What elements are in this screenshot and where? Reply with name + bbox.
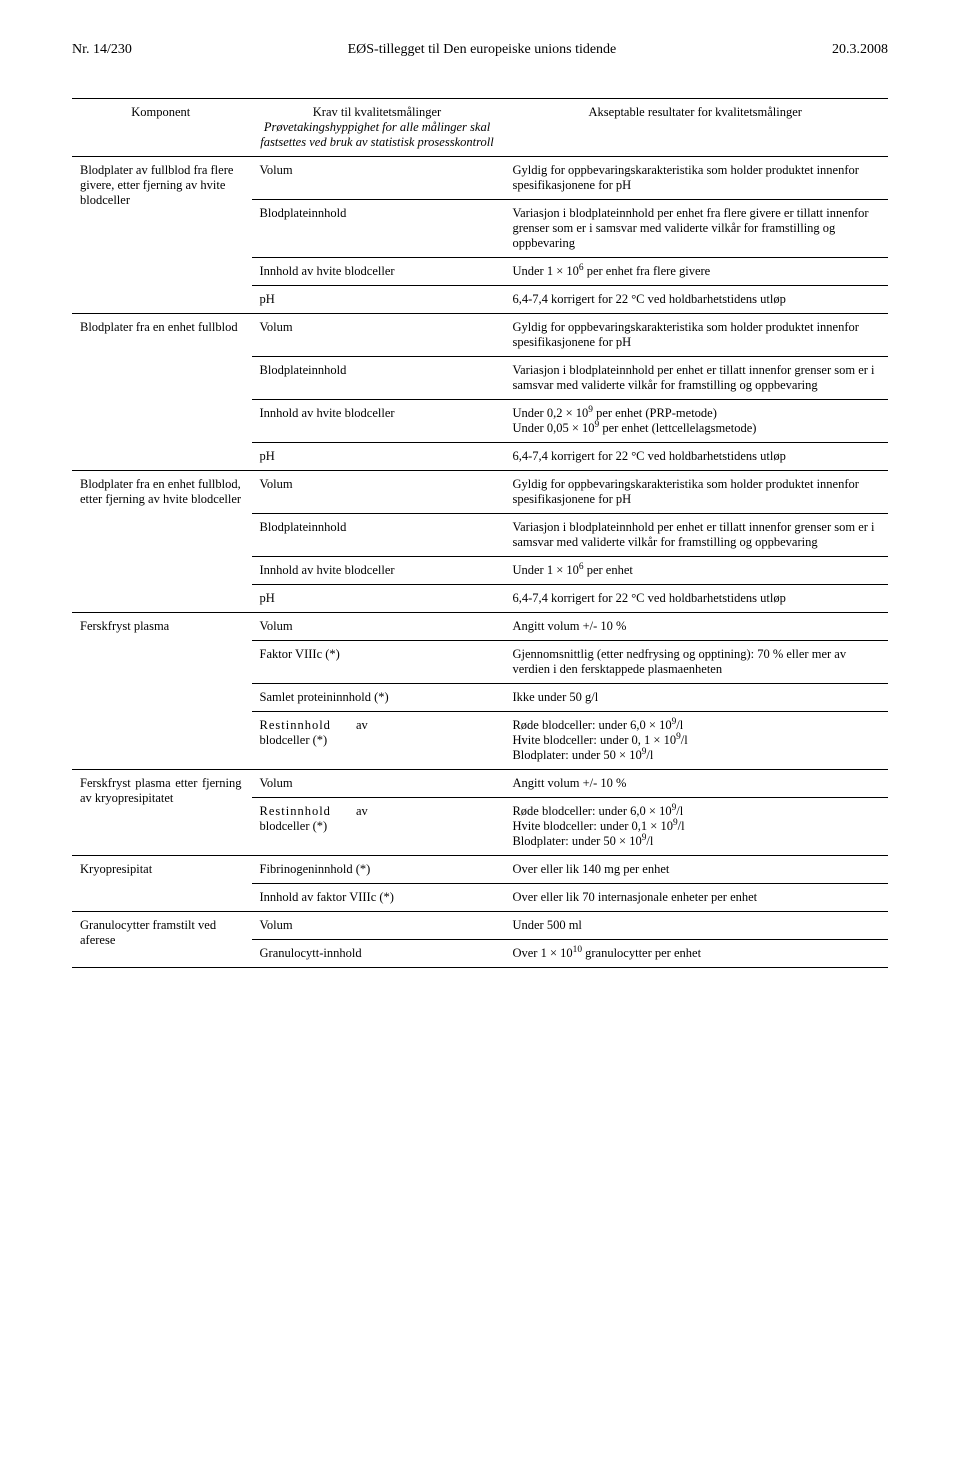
cell-result: Over 1 × 1010 granulocytter per enhet: [504, 940, 888, 968]
cell-measure: Faktor VIIIc (*): [252, 641, 505, 684]
cell-result: 6,4-7,4 korrigert for 22 °C ved holdbarh…: [504, 286, 888, 314]
cell-result: Variasjon i blodplateinnhold per enhet f…: [504, 200, 888, 258]
cell-result: Over eller lik 70 internasjonale enheter…: [504, 884, 888, 912]
header-right: 20.3.2008: [832, 42, 888, 58]
cell-measure: Volum: [252, 471, 505, 514]
cell-measure: Blodplateinnhold: [252, 357, 505, 400]
cell-result: Under 1 × 106 per enhet: [504, 557, 888, 585]
table-head: Komponent Krav til kvalitetsmålinger Prø…: [72, 99, 888, 157]
cell-component: Ferskfryst plasma: [72, 613, 252, 770]
cell-measure: Volum: [252, 314, 505, 357]
th-acceptable: Akseptable resultater for kvalitetsmålin…: [504, 99, 888, 157]
cell-measure: Fibrinogeninnhold (*): [252, 856, 505, 884]
cell-result: Variasjon i blodplateinnhold per enhet e…: [504, 357, 888, 400]
header-left: Nr. 14/230: [72, 42, 132, 58]
cell-component: Ferskfryst plasma etter fjerning av kryo…: [72, 770, 252, 856]
cell-component: Granulocytter framstilt ved aferese: [72, 912, 252, 968]
cell-result: Røde blodceller: under 6,0 × 109/lHvite …: [504, 712, 888, 770]
cell-measure: Granulocytt-innhold: [252, 940, 505, 968]
cell-measure: pH: [252, 443, 505, 471]
th-requirement: Krav til kvalitetsmålinger Prøvetakingsh…: [252, 99, 505, 157]
table-row: Granulocytter framstilt ved afereseVolum…: [72, 912, 888, 940]
cell-measure: Innhold av hvite blodceller: [252, 258, 505, 286]
page: Nr. 14/230 EØS-tillegget til Den europei…: [0, 0, 960, 1016]
table-body: Blodplater av fullblod fra flere givere,…: [72, 157, 888, 968]
cell-measure: Innhold av hvite blodceller: [252, 400, 505, 443]
cell-component: Blodplater av fullblod fra flere givere,…: [72, 157, 252, 314]
cell-result: Angitt volum +/- 10 %: [504, 613, 888, 641]
page-header: Nr. 14/230 EØS-tillegget til Den europei…: [72, 42, 888, 58]
cell-result: Under 1 × 106 per enhet fra flere givere: [504, 258, 888, 286]
cell-result: Gyldig for oppbevaringskarakteristika so…: [504, 157, 888, 200]
cell-measure: Volum: [252, 613, 505, 641]
th-req-sub: Prøvetakingshyppighet for alle målinger …: [260, 120, 495, 150]
cell-result: Gyldig for oppbevaringskarakteristika so…: [504, 314, 888, 357]
cell-result: 6,4-7,4 korrigert for 22 °C ved holdbarh…: [504, 585, 888, 613]
cell-measure: pH: [252, 585, 505, 613]
cell-measure: Volum: [252, 912, 505, 940]
cell-measure: Restinnhold avblodceller (*): [252, 712, 505, 770]
cell-result: Gjennomsnittlig (etter nedfrysing og opp…: [504, 641, 888, 684]
cell-result: Variasjon i blodplateinnhold per enhet e…: [504, 514, 888, 557]
th-component: Komponent: [72, 99, 252, 157]
cell-measure: Samlet proteininnhold (*): [252, 684, 505, 712]
quality-table: Komponent Krav til kvalitetsmålinger Prø…: [72, 98, 888, 968]
cell-result: Under 500 ml: [504, 912, 888, 940]
cell-result: Gyldig for oppbevaringskarakteristika so…: [504, 471, 888, 514]
cell-measure: Volum: [252, 157, 505, 200]
table-row: Ferskfryst plasmaVolumAngitt volum +/- 1…: [72, 613, 888, 641]
cell-measure: Innhold av faktor VIIIc (*): [252, 884, 505, 912]
th-req-title: Krav til kvalitetsmålinger: [260, 105, 495, 120]
table-row: Ferskfryst plasma etter fjerning av kryo…: [72, 770, 888, 798]
cell-measure: Blodplateinnhold: [252, 200, 505, 258]
cell-component: Kryopresipitat: [72, 856, 252, 912]
cell-result: Røde blodceller: under 6,0 × 109/lHvite …: [504, 798, 888, 856]
cell-result: Angitt volum +/- 10 %: [504, 770, 888, 798]
table-row: Blodplater fra en enhet fullblod, etter …: [72, 471, 888, 514]
cell-component: Blodplater fra en enhet fullblod, etter …: [72, 471, 252, 613]
cell-measure: Blodplateinnhold: [252, 514, 505, 557]
cell-result: Under 0,2 × 109 per enhet (PRP-metode)Un…: [504, 400, 888, 443]
cell-measure: pH: [252, 286, 505, 314]
cell-component: Blodplater fra en enhet fullblod: [72, 314, 252, 471]
header-center: EØS-tillegget til Den europeiske unions …: [348, 42, 617, 58]
cell-measure: Volum: [252, 770, 505, 798]
cell-result: 6,4-7,4 korrigert for 22 °C ved holdbarh…: [504, 443, 888, 471]
cell-result: Ikke under 50 g/l: [504, 684, 888, 712]
cell-result: Over eller lik 140 mg per enhet: [504, 856, 888, 884]
table-row: KryopresipitatFibrinogeninnhold (*)Over …: [72, 856, 888, 884]
table-row: Blodplater av fullblod fra flere givere,…: [72, 157, 888, 200]
cell-measure: Restinnhold avblodceller (*): [252, 798, 505, 856]
table-row: Blodplater fra en enhet fullblodVolumGyl…: [72, 314, 888, 357]
cell-measure: Innhold av hvite blodceller: [252, 557, 505, 585]
